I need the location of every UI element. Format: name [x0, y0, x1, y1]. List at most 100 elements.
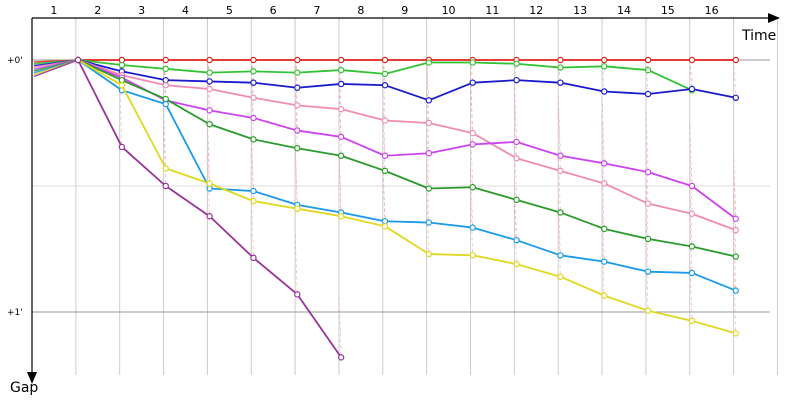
lap-dash	[557, 152, 561, 213]
data-point	[644, 90, 652, 98]
data-point	[118, 61, 126, 69]
data-point	[294, 69, 301, 76]
series-line	[77, 59, 736, 102]
data-point	[337, 213, 345, 220]
x-tick-label: 5	[226, 4, 233, 17]
data-point	[294, 127, 301, 134]
data-point	[250, 114, 257, 122]
data-point	[513, 260, 520, 268]
data-point	[381, 117, 389, 124]
data-point	[601, 258, 608, 265]
data-point	[250, 68, 257, 75]
data-point	[557, 64, 564, 71]
data-point	[557, 167, 564, 175]
lap-dash	[733, 230, 737, 291]
lap-dash	[601, 123, 605, 184]
series-line	[77, 59, 737, 220]
lap-dash	[207, 64, 210, 125]
x-tick-label: 12	[529, 4, 543, 17]
data-point	[601, 88, 608, 95]
data-point	[425, 97, 433, 104]
data-point	[732, 56, 739, 64]
y-tick-label: +0'	[7, 56, 23, 66]
data-point	[206, 69, 213, 76]
data-point	[644, 268, 652, 275]
x-tick-label: 15	[661, 4, 675, 17]
lap-dash	[294, 70, 298, 131]
data-point	[644, 56, 652, 64]
data-point	[732, 253, 739, 260]
data-point	[601, 225, 608, 233]
data-point	[337, 105, 345, 113]
lap-dash	[645, 112, 649, 173]
lap-dash	[514, 139, 517, 200]
data-point	[513, 60, 520, 67]
lap-dash	[689, 260, 693, 321]
data-point	[425, 219, 433, 226]
lap-dash	[382, 60, 386, 121]
horizontal-gridlines	[32, 59, 770, 313]
lap-dash	[645, 250, 649, 311]
data-point	[469, 79, 476, 86]
data-point	[425, 119, 433, 127]
lap-dash	[557, 95, 561, 156]
data-point	[381, 218, 389, 225]
x-axis-label: Time	[741, 28, 776, 44]
y-tick-label: +1'	[7, 308, 23, 318]
data-point	[732, 287, 739, 294]
data-point	[601, 160, 608, 167]
data-point	[294, 205, 301, 212]
lap-dash	[470, 167, 474, 228]
data-point	[601, 63, 608, 70]
data-point	[557, 209, 564, 216]
x-tick-label: 10	[442, 4, 456, 17]
data-point	[162, 95, 169, 103]
data-point	[688, 182, 696, 190]
x-tick-label: 4	[182, 4, 189, 17]
series-line	[77, 59, 737, 335]
data-point	[557, 56, 564, 64]
data-point	[294, 84, 301, 91]
lap-dash	[601, 59, 605, 92]
data-point	[250, 79, 257, 86]
data-point	[425, 59, 433, 66]
lap-dash	[426, 162, 430, 223]
lap-dash	[557, 216, 561, 277]
lap-dash	[733, 158, 737, 219]
lap-dash	[382, 166, 386, 227]
data-point	[644, 66, 652, 74]
data-point	[601, 180, 608, 187]
data-point	[381, 81, 389, 89]
lap-dash	[514, 204, 517, 265]
data-point	[644, 200, 652, 207]
data-point	[732, 226, 739, 234]
lap-dash	[338, 297, 342, 358]
data-point	[688, 56, 696, 64]
lap-dash	[294, 59, 298, 106]
lap-dash	[689, 212, 693, 273]
x-tick-label: 7	[314, 4, 321, 17]
lap-dash	[601, 103, 605, 164]
lap-dash	[294, 234, 298, 295]
lap-dash	[426, 62, 430, 124]
vertical-gridlines	[75, 18, 778, 375]
lap-dash	[163, 125, 167, 187]
data-point	[644, 235, 652, 243]
data-point	[162, 81, 169, 89]
data-point	[688, 85, 696, 93]
data-point	[294, 56, 301, 64]
data-point	[557, 273, 564, 280]
lap-dash	[514, 81, 517, 142]
x-tick-label: 16	[705, 4, 719, 17]
data-point	[732, 215, 739, 222]
lap-dash	[251, 59, 254, 83]
x-tick-label: 1	[50, 4, 57, 17]
lap-dash	[733, 196, 737, 257]
lap-dash	[514, 180, 517, 241]
data-point	[206, 78, 213, 85]
data-point	[337, 66, 345, 74]
data-point	[513, 138, 520, 146]
data-point	[469, 224, 476, 231]
lap-dash	[470, 127, 474, 188]
data-point	[513, 76, 520, 84]
